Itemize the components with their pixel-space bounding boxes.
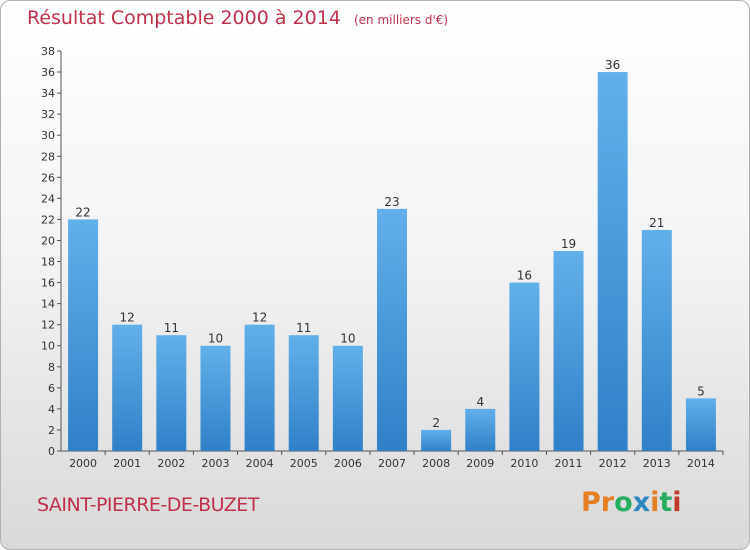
y-tick-label: 2 bbox=[48, 424, 55, 437]
y-tick-label: 8 bbox=[48, 361, 55, 374]
logo-letter: P bbox=[581, 487, 601, 518]
bar-2014 bbox=[685, 398, 716, 451]
bar-2009 bbox=[465, 408, 496, 451]
x-tick-label-2014: 2014 bbox=[687, 457, 715, 470]
data-label-2012: 36 bbox=[605, 58, 620, 72]
data-label-2014: 5 bbox=[697, 384, 705, 398]
chart-title-block: Résultat Comptable 2000 à 2014 (en milli… bbox=[27, 7, 448, 29]
bar-2004 bbox=[244, 324, 275, 451]
bar-2010 bbox=[509, 282, 540, 451]
data-label-2008: 2 bbox=[432, 416, 440, 430]
data-label-2001: 12 bbox=[120, 311, 135, 325]
x-tick-label-2007: 2007 bbox=[378, 457, 406, 470]
x-tick-label-2003: 2003 bbox=[201, 457, 229, 470]
y-tick-label: 38 bbox=[41, 45, 55, 58]
chart-title: Résultat Comptable 2000 à 2014 bbox=[27, 7, 341, 29]
logo-letter: r bbox=[600, 487, 615, 518]
y-tick-label: 32 bbox=[41, 108, 55, 121]
logo-letter: i bbox=[672, 487, 682, 518]
data-label-2000: 22 bbox=[75, 205, 90, 219]
y-tick-label: 0 bbox=[48, 445, 55, 458]
y-tick-label: 28 bbox=[41, 150, 55, 163]
commune-name: SAINT-PIERRE-DE-BUZET bbox=[37, 494, 259, 516]
y-tick-label: 12 bbox=[41, 319, 55, 332]
x-tick-label-2006: 2006 bbox=[334, 457, 362, 470]
x-tick-label-2010: 2010 bbox=[510, 457, 538, 470]
proxiti-logo: Proxiti bbox=[581, 487, 682, 518]
data-label-2011: 19 bbox=[561, 237, 576, 251]
bar-2013 bbox=[641, 229, 672, 451]
bar-2000 bbox=[68, 219, 99, 451]
x-tick-label-2009: 2009 bbox=[466, 457, 494, 470]
y-tick-label: 10 bbox=[41, 340, 55, 353]
logo-letter: i bbox=[650, 487, 660, 518]
logo-letter: o bbox=[614, 487, 633, 518]
data-label-2005: 11 bbox=[296, 321, 311, 335]
x-tick-label-2004: 2004 bbox=[246, 457, 274, 470]
logo-letter: x bbox=[632, 487, 651, 518]
x-tick-label-2012: 2012 bbox=[599, 457, 627, 470]
data-label-2013: 21 bbox=[649, 216, 664, 230]
bar-2002 bbox=[156, 335, 187, 451]
data-label-2010: 16 bbox=[517, 269, 532, 283]
y-tick-label: 16 bbox=[41, 277, 55, 290]
bar-2006 bbox=[332, 345, 363, 451]
x-tick-label-2008: 2008 bbox=[422, 457, 450, 470]
bar-2007 bbox=[377, 208, 407, 451]
x-tick-label-2013: 2013 bbox=[643, 457, 671, 470]
bar-2005 bbox=[288, 335, 319, 451]
bar-2012 bbox=[597, 72, 628, 451]
x-tick-label-2011: 2011 bbox=[555, 457, 583, 470]
y-tick-label: 14 bbox=[41, 298, 55, 311]
data-label-2006: 10 bbox=[340, 332, 355, 346]
y-tick-label: 36 bbox=[41, 66, 55, 79]
y-tick-label: 34 bbox=[41, 87, 55, 100]
data-label-2004: 12 bbox=[252, 311, 267, 325]
y-tick-label: 4 bbox=[48, 403, 55, 416]
data-label-2009: 4 bbox=[476, 395, 484, 409]
data-label-2002: 11 bbox=[164, 321, 179, 335]
x-tick-label-2001: 2001 bbox=[113, 457, 141, 470]
logo-letter: t bbox=[659, 487, 673, 518]
y-tick-label: 24 bbox=[41, 192, 55, 205]
chart-unit: (en milliers d'€) bbox=[353, 13, 449, 27]
x-tick-label-2005: 2005 bbox=[290, 457, 318, 470]
y-tick-label: 6 bbox=[48, 382, 55, 395]
y-tick-label: 20 bbox=[41, 234, 55, 247]
data-label-2007: 23 bbox=[384, 195, 399, 209]
x-tick-label-2002: 2002 bbox=[157, 457, 185, 470]
bar-2011 bbox=[553, 251, 584, 451]
y-tick-label: 26 bbox=[41, 171, 55, 184]
x-tick-label-2000: 2000 bbox=[69, 457, 97, 470]
y-tick-label: 18 bbox=[41, 256, 55, 269]
y-tick-label: 22 bbox=[41, 213, 55, 226]
y-tick-label: 30 bbox=[41, 129, 55, 142]
bar-2003 bbox=[200, 345, 231, 451]
bar-2001 bbox=[112, 324, 143, 451]
data-label-2003: 10 bbox=[208, 332, 223, 346]
bar-2008 bbox=[421, 429, 452, 451]
